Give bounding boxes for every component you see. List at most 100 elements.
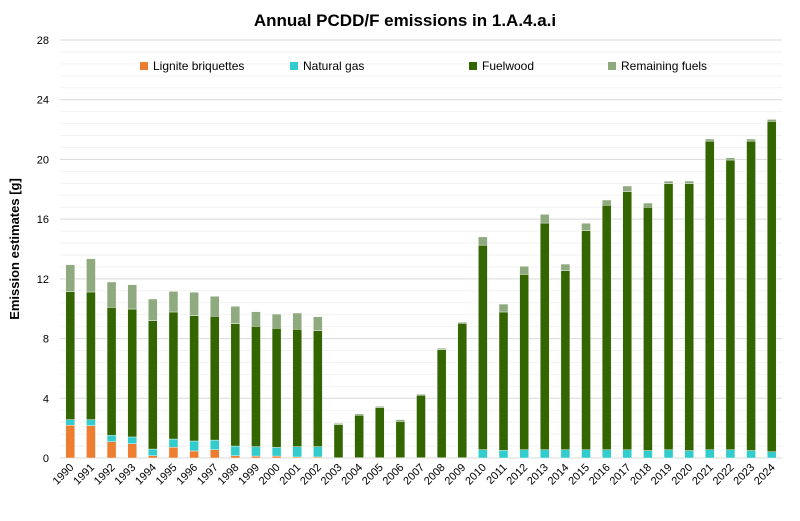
bar-segment-remaining-fuels bbox=[210, 296, 220, 317]
bar-segment-natural-gas bbox=[725, 449, 736, 459]
bar-segment-fuelwood bbox=[498, 311, 509, 451]
bar-segment-fuelwood bbox=[622, 191, 632, 450]
x-tick-label: 2021 bbox=[690, 462, 716, 488]
x-tick-label: 2016 bbox=[587, 462, 613, 488]
bar-segment-natural-gas bbox=[643, 450, 653, 459]
bar-segment-natural-gas bbox=[189, 440, 199, 452]
bar-segment-remaining-fuels bbox=[148, 298, 158, 321]
bar-segment-fuelwood bbox=[375, 407, 385, 458]
legend-label: Lignite briquettes bbox=[153, 59, 244, 73]
legend-swatch bbox=[608, 62, 616, 70]
bar-segment-fuelwood bbox=[725, 159, 736, 450]
bar-segment-lignite-briquettes bbox=[210, 449, 220, 459]
bar-segment-natural-gas bbox=[560, 449, 571, 459]
bar-segment-remaining-fuels bbox=[375, 406, 385, 408]
x-tick-label: 1994 bbox=[133, 462, 159, 488]
x-tick-label: 2005 bbox=[360, 462, 386, 488]
legend-label: Natural gas bbox=[303, 59, 364, 73]
bar-segment-natural-gas bbox=[168, 438, 179, 448]
bar-segment-remaining-fuels bbox=[643, 202, 653, 208]
x-tick-label: 1996 bbox=[174, 462, 200, 488]
y-tick-label: 4 bbox=[43, 393, 49, 405]
bar-segment-remaining-fuels bbox=[251, 311, 261, 327]
bar-segment-remaining-fuels bbox=[354, 413, 364, 416]
bar-segment-fuelwood bbox=[189, 315, 199, 442]
bar-segment-lignite-briquettes bbox=[127, 443, 137, 459]
chart-title: Annual PCDD/F emissions in 1.A.4.a.i bbox=[254, 11, 556, 30]
bar-segment-fuelwood bbox=[65, 291, 76, 420]
bar-segment-fuelwood bbox=[436, 349, 447, 458]
x-tick-label: 2018 bbox=[628, 462, 654, 488]
bar-segment-remaining-fuels bbox=[189, 292, 199, 316]
bar-segment-lignite-briquettes bbox=[230, 455, 241, 459]
legend-swatch bbox=[290, 62, 298, 70]
gridlines bbox=[60, 39, 782, 459]
y-axis-ticks: 0 4 8 12 16 20 24 28 bbox=[37, 35, 49, 465]
x-tick-label: 2012 bbox=[504, 462, 530, 488]
bar-segment-remaining-fuels bbox=[436, 348, 447, 350]
bar-segment-natural-gas bbox=[498, 450, 509, 459]
bar-segment-fuelwood bbox=[581, 230, 591, 450]
x-axis-ticks: 1990199119921993199419951996199719981999… bbox=[51, 462, 778, 488]
bar-segment-natural-gas bbox=[292, 446, 302, 458]
bar-segment-lignite-briquettes bbox=[148, 455, 158, 459]
x-tick-label: 2010 bbox=[463, 462, 489, 488]
bar-segment-fuelwood bbox=[292, 329, 302, 447]
bar-segment-lignite-briquettes bbox=[106, 441, 117, 459]
bar-segment-fuelwood bbox=[457, 323, 467, 458]
bar-segment-fuelwood bbox=[271, 328, 282, 448]
bar-segment-remaining-fuels bbox=[395, 419, 406, 422]
bar-segment-natural-gas bbox=[581, 449, 591, 459]
bar-segment-fuelwood bbox=[684, 183, 694, 451]
bar-segment-fuelwood bbox=[395, 421, 406, 458]
bar-segment-fuelwood bbox=[333, 424, 344, 458]
x-tick-label: 2023 bbox=[731, 462, 757, 488]
x-tick-label: 2004 bbox=[339, 462, 365, 488]
y-tick-label: 8 bbox=[43, 334, 49, 346]
bar-segment-remaining-fuels bbox=[725, 157, 736, 161]
bar-segment-lignite-briquettes bbox=[189, 450, 199, 459]
bar-segment-natural-gas bbox=[210, 439, 220, 450]
bar-segment-natural-gas bbox=[148, 448, 158, 456]
bar-segment-remaining-fuels bbox=[457, 322, 467, 324]
bar-segment-fuelwood bbox=[643, 206, 653, 451]
bar-segment-remaining-fuels bbox=[65, 264, 76, 292]
bar-segment-remaining-fuels bbox=[313, 316, 323, 331]
bar-segment-natural-gas bbox=[746, 450, 756, 459]
x-tick-label: 2022 bbox=[711, 462, 737, 488]
bar-segment-remaining-fuels bbox=[622, 185, 632, 192]
bar-segment-remaining-fuels bbox=[601, 199, 612, 206]
bar-segment-fuelwood bbox=[560, 270, 571, 450]
x-tick-label: 2008 bbox=[422, 462, 448, 488]
bar-segment-natural-gas bbox=[684, 450, 694, 459]
bar-segment-natural-gas bbox=[766, 451, 777, 459]
bar-segment-remaining-fuels bbox=[766, 119, 777, 122]
bar-segment-remaining-fuels bbox=[230, 306, 241, 324]
bar-segment-fuelwood bbox=[416, 395, 426, 458]
bar-segment-lignite-briquettes bbox=[86, 425, 96, 459]
x-tick-label: 2009 bbox=[443, 462, 469, 488]
x-tick-label: 1990 bbox=[51, 462, 77, 488]
x-tick-label: 2020 bbox=[669, 462, 695, 488]
bar-segment-remaining-fuels bbox=[498, 303, 509, 313]
bar-segment-natural-gas bbox=[106, 435, 117, 442]
legend-label: Remaining fuels bbox=[621, 59, 707, 73]
bar-segment-fuelwood bbox=[210, 316, 220, 441]
y-tick-label: 12 bbox=[37, 274, 49, 286]
bar-segment-remaining-fuels bbox=[684, 180, 694, 184]
bar-segment-natural-gas bbox=[540, 449, 550, 459]
bar-segment-fuelwood bbox=[127, 308, 137, 438]
x-tick-label: 2015 bbox=[566, 462, 592, 488]
bar-segment-remaining-fuels bbox=[168, 291, 179, 313]
bar-segment-natural-gas bbox=[127, 436, 137, 444]
bar-segment-remaining-fuels bbox=[271, 313, 282, 329]
x-tick-label: 2024 bbox=[752, 462, 778, 488]
x-tick-label: 2006 bbox=[381, 462, 407, 488]
bar-segment-fuelwood bbox=[601, 205, 612, 450]
legend-label: Fuelwood bbox=[482, 59, 534, 73]
bar-segment-remaining-fuels bbox=[519, 266, 529, 275]
y-axis-label: Emission estimates [g] bbox=[7, 178, 22, 320]
legend-swatch bbox=[140, 62, 148, 70]
bar-segment-fuelwood bbox=[230, 323, 241, 447]
x-tick-label: 2003 bbox=[319, 462, 345, 488]
